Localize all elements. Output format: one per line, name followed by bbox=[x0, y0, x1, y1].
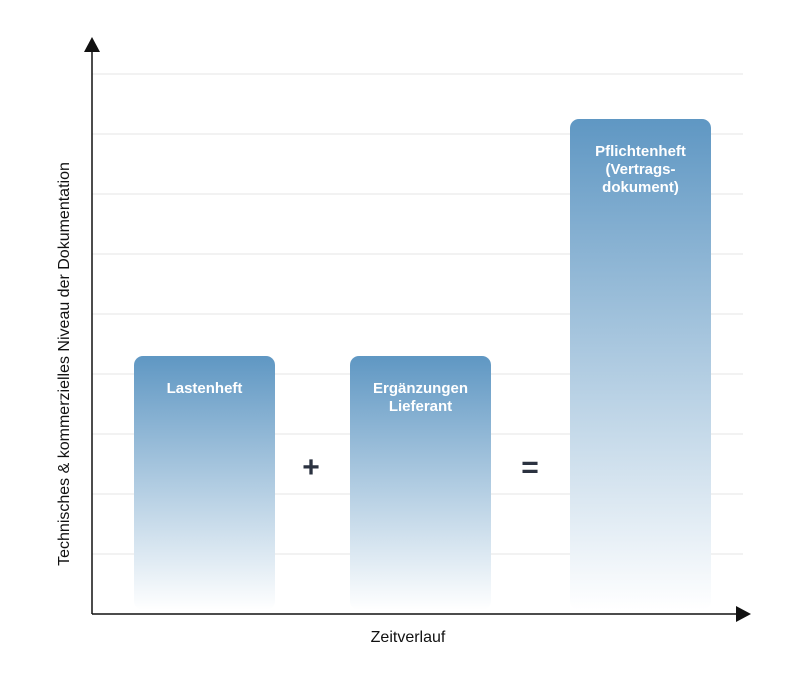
bar-label-line: Lastenheft bbox=[167, 380, 243, 397]
x-axis-arrow-icon bbox=[736, 606, 751, 622]
bar-label-line: Ergänzungen bbox=[373, 380, 468, 397]
bar-label-line: Pflichtenheft bbox=[595, 143, 686, 160]
bar-label-line: dokument) bbox=[602, 179, 679, 196]
bars: Lastenheft Ergänzungen Lieferant Pflichtenh… bbox=[134, 119, 711, 610]
bar-label-line: (Vertrags- bbox=[605, 161, 675, 178]
y-axis-arrow-icon bbox=[84, 37, 100, 52]
y-axis-label: Technisches & kommerzielles Niveau der D… bbox=[56, 162, 73, 566]
bar-lastenheft bbox=[134, 356, 275, 610]
plus-operator: + bbox=[302, 451, 320, 484]
operators: + = bbox=[302, 451, 539, 484]
bar-label-line: Lieferant bbox=[389, 398, 452, 415]
equals-operator: = bbox=[521, 451, 539, 484]
bar-label-lastenheft: Lastenheft bbox=[167, 380, 243, 397]
bar-pflichtenheft bbox=[570, 119, 711, 610]
axes bbox=[84, 37, 751, 622]
bar-label-ergaenzungen-lieferant: Ergänzungen Lieferant bbox=[373, 380, 468, 415]
x-axis-label: Zeitverlauf bbox=[371, 629, 446, 646]
bar-label-pflichtenheft: Pflichtenheft (Vertrags-dokument) bbox=[595, 143, 686, 196]
bar-ergaenzungen-lieferant bbox=[350, 356, 491, 610]
